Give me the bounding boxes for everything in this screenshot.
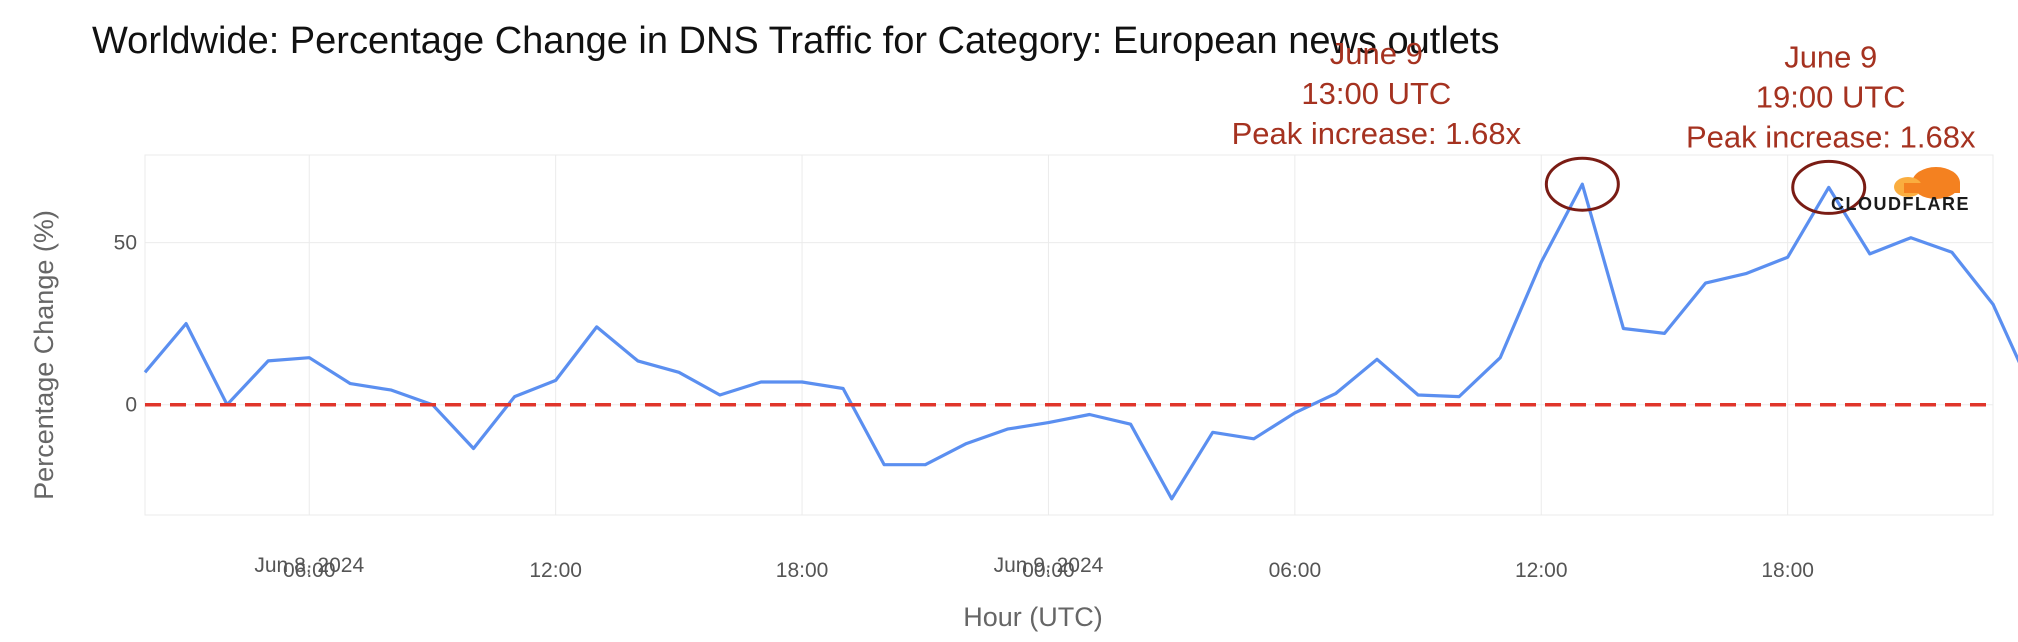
x-tick-label: 18:00 xyxy=(776,559,829,582)
data-point xyxy=(1868,252,1872,256)
y-tick-label: 0 xyxy=(125,394,137,417)
data-point xyxy=(1334,391,1338,395)
data-point xyxy=(513,395,517,399)
data-point xyxy=(1786,255,1790,259)
data-point xyxy=(1991,302,1995,306)
x-tick-label: 06:00 xyxy=(283,559,336,582)
data-point xyxy=(1416,393,1420,397)
data-point xyxy=(1498,356,1502,360)
data-point xyxy=(472,447,476,451)
x-tick-sublabel: Jun 9, 2024 xyxy=(994,554,1104,577)
peak-circle xyxy=(1544,156,1620,212)
cloudflare-logo: CLOUDFLARE xyxy=(1831,167,1970,214)
annotation-text: June 9 xyxy=(1784,39,1877,74)
plot-frame xyxy=(144,154,1994,516)
data-point xyxy=(800,380,804,384)
data-point xyxy=(1745,271,1749,275)
annotation-text: Peak increase: 1.68x xyxy=(1686,119,1976,154)
annotation-text: Peak increase: 1.68x xyxy=(1232,116,1522,151)
x-tick-label: 00:00 xyxy=(1022,559,1075,582)
data-point xyxy=(923,463,927,467)
series-line xyxy=(143,182,2018,501)
data-point xyxy=(1293,411,1297,415)
data-point xyxy=(1909,236,1913,240)
data-point xyxy=(143,370,147,374)
x-tick-sublabel: Jun 8, 2024 xyxy=(254,554,364,577)
data-point xyxy=(882,463,886,467)
data-point xyxy=(554,378,558,382)
data-point xyxy=(1621,327,1625,331)
data-point xyxy=(1088,412,1092,416)
annotation-text: 13:00 UTC xyxy=(1301,76,1451,111)
data-point xyxy=(677,370,681,374)
data-point xyxy=(1170,497,1174,501)
data-point xyxy=(1375,357,1379,361)
data-point xyxy=(841,387,845,391)
chart-title: Worldwide: Percentage Change in DNS Traf… xyxy=(92,20,1499,62)
data-point xyxy=(759,380,763,384)
annotation-text: 19:00 UTC xyxy=(1756,79,1906,114)
x-axis-label: Hour (UTC) xyxy=(963,602,1103,632)
cloud-icon xyxy=(1894,167,1960,199)
data-point xyxy=(964,442,968,446)
data-point xyxy=(1704,281,1708,285)
data-point xyxy=(595,325,599,329)
data-point xyxy=(1129,422,1133,426)
data-point xyxy=(718,393,722,397)
data-point xyxy=(1950,250,1954,254)
data-point xyxy=(1662,331,1666,335)
data-point xyxy=(1046,421,1050,425)
data-point xyxy=(1252,437,1256,441)
annotation-text: June 9 xyxy=(1330,36,1423,71)
data-point xyxy=(307,356,311,360)
data-point xyxy=(389,388,393,392)
data-point xyxy=(184,322,188,326)
x-tick-label: 06:00 xyxy=(1269,559,1322,582)
y-axis-label: Percentage Change (%) xyxy=(29,210,59,500)
peak-circle xyxy=(1791,159,1867,215)
x-tick-label: 18:00 xyxy=(1761,559,1814,582)
data-point xyxy=(1827,185,1831,189)
data-point xyxy=(1457,395,1461,399)
y-tick-label: 50 xyxy=(114,232,137,255)
data-point xyxy=(1005,427,1009,431)
data-point xyxy=(348,382,352,386)
x-tick-label: 12:00 xyxy=(1515,559,1568,582)
brand-text: CLOUDFLARE xyxy=(1831,194,1970,214)
x-tick-label: 12:00 xyxy=(529,559,582,582)
data-point xyxy=(636,359,640,363)
data-point xyxy=(1580,182,1584,186)
data-point xyxy=(266,359,270,363)
data-point xyxy=(1539,260,1543,264)
data-point xyxy=(1211,430,1215,434)
